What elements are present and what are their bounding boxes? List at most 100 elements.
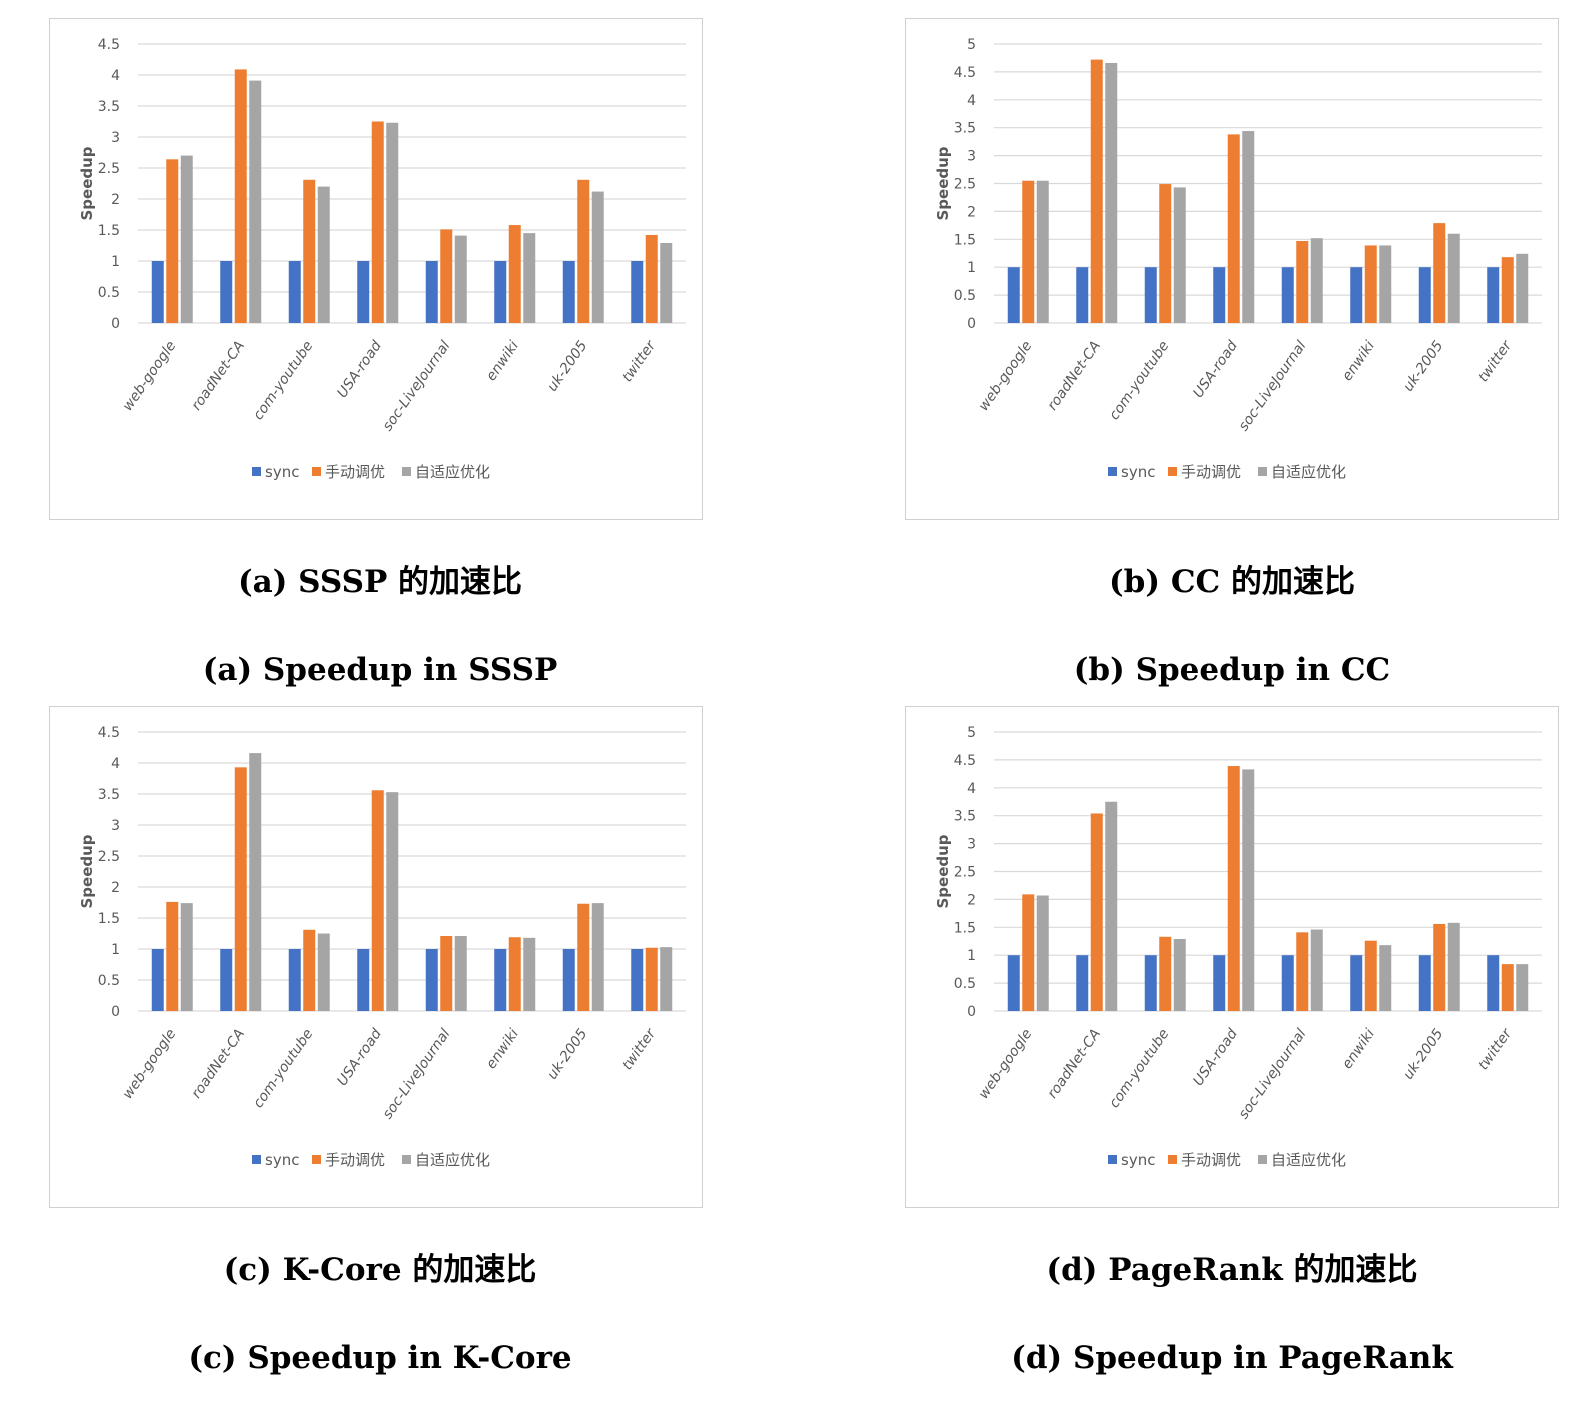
bar-web-google-2	[1036, 895, 1049, 1011]
y-tick-label: 5	[967, 725, 976, 741]
bar-uk-2005-0	[562, 949, 575, 1011]
bar-uk-2005-2	[591, 903, 604, 1011]
legend-label: 自适应优化	[1271, 1151, 1346, 1169]
bar-web-google-0	[1007, 955, 1020, 1011]
legend-swatch	[1258, 1155, 1267, 1164]
y-tick-label: 3	[111, 818, 120, 834]
bar-twitter-2	[1516, 253, 1529, 323]
x-category-label: soc-LiveJournal	[380, 338, 454, 434]
chart-panel-sssp: 0 0.5 1 1.5 2 2.5 3 3.5 4 4.5 Speedup web-google roa…	[49, 18, 703, 520]
caption-zh-kcore: (c) K-Core 的加速比	[223, 1252, 537, 1288]
bar-roadNet-CA-0	[1076, 955, 1089, 1011]
bar-uk-2005-0	[562, 261, 575, 323]
bar-USA-road-1	[1227, 766, 1240, 1011]
bar-com-youtube-2	[317, 186, 330, 323]
bar-com-youtube-2	[1173, 187, 1186, 323]
x-category-label: soc-LiveJournal	[1236, 338, 1310, 434]
bar-com-youtube-2	[1173, 939, 1186, 1011]
bar-com-youtube-1	[303, 929, 316, 1011]
y-tick-label: 1	[111, 254, 120, 270]
caption-zh-sssp: (a) SSSP 的加速比	[237, 564, 523, 600]
bar-USA-road-1	[371, 121, 384, 323]
y-tick-label: 3.5	[954, 121, 976, 137]
bar-enwiki-2	[523, 233, 536, 323]
y-tick-label: 4.5	[954, 65, 976, 81]
x-category-label: enwiki	[483, 338, 522, 384]
bar-roadNet-CA-1	[1090, 813, 1103, 1011]
bar-twitter-1	[1501, 964, 1514, 1011]
y-tick-label: 1.5	[98, 223, 120, 239]
bar-soc-LiveJournal-0	[425, 949, 438, 1011]
legend-label: 自适应优化	[415, 1151, 490, 1169]
bar-uk-2005-1	[577, 179, 590, 323]
legend-swatch	[1258, 467, 1267, 476]
x-category-label: twitter	[619, 1025, 659, 1073]
legend-label: 手动调优	[325, 1151, 385, 1169]
bar-web-google-2	[180, 903, 193, 1011]
y-tick-label: 0	[111, 1004, 120, 1020]
x-category-label: roadNet-CA	[1045, 338, 1104, 413]
bar-roadNet-CA-2	[249, 753, 262, 1011]
bar-com-youtube-0	[1144, 267, 1157, 323]
bar-twitter-2	[1516, 964, 1529, 1011]
bar-enwiki-1	[508, 225, 521, 323]
bar-enwiki-0	[494, 261, 507, 323]
x-category-label: uk-2005	[1400, 1026, 1446, 1082]
y-tick-label: 4	[967, 93, 976, 109]
x-category-label: twitter	[619, 337, 659, 385]
y-tick-label: 0.5	[954, 288, 976, 304]
bar-roadNet-CA-2	[1105, 801, 1118, 1011]
bar-soc-LiveJournal-0	[1281, 955, 1294, 1011]
bar-uk-2005-2	[1447, 233, 1460, 323]
bar-twitter-2	[660, 243, 673, 323]
legend-swatch	[1168, 1155, 1177, 1164]
legend-label: 手动调优	[1181, 1151, 1241, 1169]
bar-soc-LiveJournal-1	[440, 935, 453, 1011]
bar-soc-LiveJournal-0	[1281, 267, 1294, 323]
bar-web-google-0	[151, 261, 164, 323]
y-tick-label: 2.5	[98, 849, 120, 865]
bar-web-google-1	[166, 159, 179, 323]
y-tick-label: 0.5	[954, 976, 976, 992]
bar-twitter-0	[631, 261, 644, 323]
bar-enwiki-0	[494, 949, 507, 1011]
bar-USA-road-2	[386, 122, 399, 324]
y-tick-label: 1	[967, 948, 976, 964]
bar-web-google-1	[1022, 180, 1035, 323]
legend-label: sync	[265, 1151, 299, 1169]
bar-web-google-2	[180, 155, 193, 323]
y-tick-label: 4.5	[98, 725, 120, 741]
legend-label: 手动调优	[325, 463, 385, 481]
bar-twitter-2	[660, 947, 673, 1011]
bar-roadNet-CA-1	[1090, 59, 1103, 324]
y-tick-label: 2.5	[954, 177, 976, 193]
caption-en-pagerank: (d) Speedup in PageRank	[1011, 1340, 1453, 1376]
x-category-label: com-youtube	[1106, 338, 1172, 423]
bar-enwiki-1	[1364, 245, 1377, 323]
bar-roadNet-CA-0	[220, 261, 233, 323]
bar-roadNet-CA-1	[234, 767, 247, 1011]
x-category-label: uk-2005	[544, 338, 590, 394]
speedup-chart-kcore: 0 0.5 1 1.5 2 2.5 3 3.5 4 4.5 Speedup web-google roa…	[78, 725, 686, 1169]
bar-com-youtube-2	[317, 933, 330, 1011]
bar-soc-LiveJournal-1	[1296, 932, 1309, 1011]
bar-web-google-0	[151, 949, 164, 1011]
bar-roadNet-CA-0	[220, 949, 233, 1011]
bar-enwiki-0	[1350, 267, 1363, 323]
bar-uk-2005-1	[1433, 923, 1446, 1011]
chart-panel-pagerank: 0 0.5 1 1.5 2 2.5 3 3.5 4 4.5 5 Speedup web-google ro…	[905, 706, 1559, 1208]
legend-label: sync	[265, 463, 299, 481]
bar-twitter-1	[645, 234, 658, 323]
bar-USA-road-0	[1213, 955, 1226, 1011]
bar-uk-2005-1	[577, 903, 590, 1011]
legend-swatch	[312, 1155, 321, 1164]
y-tick-label: 2	[111, 192, 120, 208]
bar-web-google-1	[166, 901, 179, 1011]
x-category-label: soc-LiveJournal	[380, 1026, 454, 1122]
y-tick-label: 4.5	[98, 37, 120, 53]
y-axis-title: Speedup	[934, 146, 952, 220]
legend-label: sync	[1121, 463, 1155, 481]
x-category-label: roadNet-CA	[1045, 1026, 1104, 1101]
speedup-chart-sssp: 0 0.5 1 1.5 2 2.5 3 3.5 4 4.5 Speedup web-google roa…	[78, 37, 686, 481]
bar-uk-2005-2	[591, 191, 604, 323]
